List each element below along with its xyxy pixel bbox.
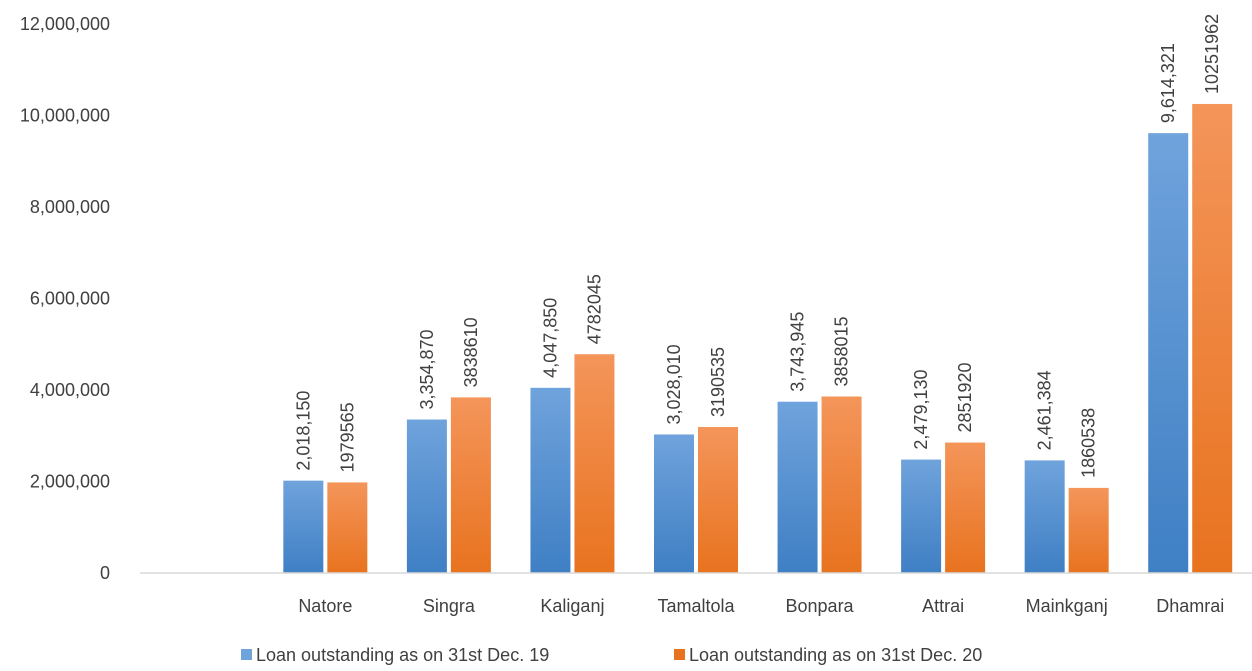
bar-series-2 xyxy=(945,442,986,573)
category-label: Singra xyxy=(423,596,476,616)
data-label-series-2: 4782045 xyxy=(584,274,604,344)
data-label-series-2: 1860538 xyxy=(1079,408,1099,478)
data-label-series-2: 1979565 xyxy=(337,402,357,472)
category-label: Tamaltola xyxy=(657,596,735,616)
category-label: Bonpara xyxy=(786,596,855,616)
bar-series-1 xyxy=(901,459,942,573)
data-label-series-1: 9,614,321 xyxy=(1158,43,1178,123)
y-tick-label: 2,000,000 xyxy=(30,472,110,492)
bar-series-1 xyxy=(1024,460,1065,573)
bar-series-1 xyxy=(283,480,324,573)
y-tick-label: 8,000,000 xyxy=(30,197,110,217)
category-label: Dhamrai xyxy=(1156,596,1224,616)
bar-series-2 xyxy=(1068,487,1109,573)
category-labels: Natore Singra Kaliganj Tamaltola Bonpara Attr… xyxy=(298,596,1224,616)
category-label: Mainkganj xyxy=(1026,596,1108,616)
data-label-series-2: 2851920 xyxy=(955,362,975,432)
data-label-series-1: 2,461,384 xyxy=(1035,370,1055,450)
y-tick-label: 0 xyxy=(100,563,110,583)
bar-series-1 xyxy=(1148,133,1189,573)
y-tick-label: 10,000,000 xyxy=(20,106,110,126)
legend-label-series-2: Loan outstanding as on 31st Dec. 20 xyxy=(689,645,982,665)
data-label-series-2: 10251962 xyxy=(1202,14,1222,94)
category-label: Natore xyxy=(298,596,352,616)
data-label-series-1: 3,028,010 xyxy=(664,344,684,424)
bar-series-2 xyxy=(327,482,368,573)
data-label-series-2: 3838610 xyxy=(461,317,481,387)
data-label-series-1: 3,743,945 xyxy=(788,312,808,392)
y-axis-ticks: 0 2,000,000 4,000,000 6,000,000 8,000,000 10,… xyxy=(20,14,110,583)
bar-series-2 xyxy=(450,397,491,573)
legend-label-series-1: Loan outstanding as on 31st Dec. 19 xyxy=(256,645,549,665)
data-label-series-2: 3190535 xyxy=(708,347,728,417)
y-tick-label: 4,000,000 xyxy=(30,380,110,400)
data-labels: 2,018,150 1979565 3,354,870 3838610 4,047,85… xyxy=(293,14,1222,478)
data-label-series-1: 4,047,850 xyxy=(540,298,560,378)
legend: Loan outstanding as on 31st Dec. 19 Loan… xyxy=(241,645,982,665)
legend-swatch-series-1 xyxy=(241,649,252,660)
category-label: Attrai xyxy=(922,596,964,616)
data-label-series-1: 3,354,870 xyxy=(417,329,437,409)
data-label-series-1: 2,479,130 xyxy=(911,370,931,450)
bar-series-1 xyxy=(777,401,818,573)
bar-series-2 xyxy=(1192,103,1233,573)
y-tick-label: 6,000,000 xyxy=(30,289,110,309)
bar-series-1 xyxy=(406,419,447,573)
legend-swatch-series-2 xyxy=(674,649,685,660)
category-label: Kaliganj xyxy=(540,596,604,616)
y-tick-label: 12,000,000 xyxy=(20,14,110,34)
bar-series-2 xyxy=(698,427,738,573)
bar-series-2 xyxy=(574,354,615,573)
data-label-series-1: 2,018,150 xyxy=(293,391,313,471)
bar-series-2 xyxy=(821,396,862,573)
bars xyxy=(283,103,1233,573)
bar-series-1 xyxy=(530,387,571,573)
data-label-series-2: 3858015 xyxy=(832,316,852,386)
bar-series-1 xyxy=(654,434,694,573)
